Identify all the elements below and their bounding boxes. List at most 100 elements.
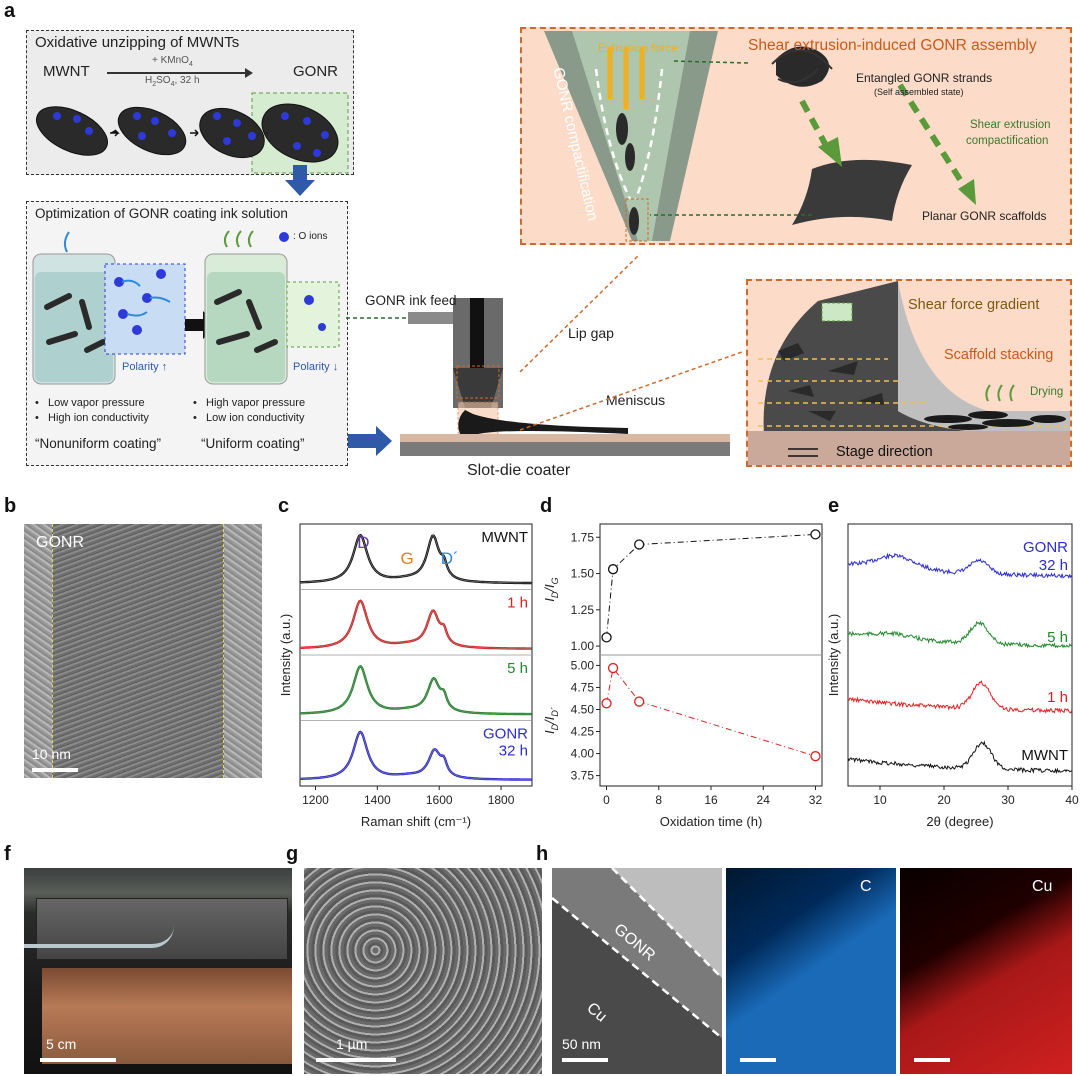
sem-image: 1 µm bbox=[304, 868, 542, 1074]
eds-cu-label: Cu bbox=[1032, 878, 1053, 895]
shear-gradient-label: Shear force gradient bbox=[908, 297, 1040, 313]
ratio-top-point bbox=[810, 529, 821, 540]
right-bullet-1: • High vapor pressure bbox=[193, 397, 306, 409]
raman-xlabel: Raman shift (cm⁻¹) bbox=[361, 814, 471, 829]
arrow-down-head bbox=[285, 180, 315, 196]
ratio-bottom-ytick-label: 4.00 bbox=[571, 747, 595, 761]
xrd-frame bbox=[847, 523, 1073, 787]
stacking-box: Shear force gradient Scaffold stacking D… bbox=[746, 279, 1072, 467]
panel-label-d: d bbox=[540, 495, 553, 517]
arrow-to-coater bbox=[348, 434, 376, 448]
raman-xtick-label: 1400 bbox=[364, 793, 391, 807]
xrd-curve bbox=[847, 552, 1073, 579]
ratio-top-point bbox=[601, 632, 612, 643]
ratio-xtick-label: 8 bbox=[655, 793, 662, 807]
panel-label-e: e bbox=[828, 495, 840, 517]
slot-die-coater bbox=[346, 298, 730, 456]
right-bullet-2: • Low ion conductivity bbox=[193, 412, 305, 424]
shear-compact-2: compactification bbox=[966, 135, 1049, 147]
xrd-xtick-label: 20 bbox=[937, 793, 951, 807]
ratio-bottom-ytick-label: 4.75 bbox=[571, 680, 595, 694]
gonr-label: GONR bbox=[293, 63, 338, 80]
ratio-chart: 1.00 1.25 1.50 1.75 ID/IG 3.75 4.00 4.25 4.50 4.7… bbox=[542, 523, 823, 829]
unzipping-title: Oxidative unzipping of MWNTs bbox=[35, 34, 240, 51]
coater-photo: 5 cm bbox=[24, 868, 292, 1074]
xrd-series-label: 5 h bbox=[1047, 629, 1068, 646]
raman-fit bbox=[300, 665, 532, 715]
xrd-series-label: 32 h bbox=[1039, 557, 1068, 574]
ratio-xtick-label: 24 bbox=[757, 793, 771, 807]
peak-label-g: G bbox=[401, 549, 414, 568]
xrd-curve bbox=[847, 740, 1072, 775]
panel-label-c: c bbox=[278, 495, 290, 517]
tem-gonr-strip bbox=[52, 524, 224, 778]
ratio-bottom-ytick-label: 4.25 bbox=[571, 725, 595, 739]
coater-label: Slot-die coater bbox=[467, 462, 571, 479]
raman-xtick-label: 1800 bbox=[488, 793, 515, 807]
arrow-to-coater-head bbox=[376, 426, 392, 456]
entangled-label: Entangled GONR strands bbox=[856, 71, 993, 85]
ratio-top-ytick-label: 1.50 bbox=[571, 567, 595, 581]
reaction-arrow bbox=[107, 72, 247, 74]
nonuniform-text: “Nonuniform coating” bbox=[35, 436, 162, 451]
raman-series-label: 5 h bbox=[507, 660, 528, 677]
xrd-ylabel: Intensity (a.u.) bbox=[826, 614, 841, 696]
raman-series-label: MWNT bbox=[481, 529, 528, 546]
nanotube-sequence bbox=[36, 92, 349, 174]
reagent-bottom: H2SO4, 32 h bbox=[145, 75, 200, 88]
ratio-xtick-label: 32 bbox=[809, 793, 823, 807]
left-bullet-2: • High ion conductivity bbox=[35, 412, 149, 424]
ratio-xlabel: Oxidation time (h) bbox=[660, 814, 763, 829]
ratio-bottom-point bbox=[810, 751, 821, 762]
shear-box: Shear extrusion-induced GONR assembly Ex… bbox=[520, 27, 1072, 245]
orange-connectors bbox=[519, 253, 743, 431]
raman-fit bbox=[300, 600, 532, 649]
xrd-xtick-label: 30 bbox=[1001, 793, 1015, 807]
ratio-top-point bbox=[607, 564, 619, 575]
meniscus-label: Meniscus bbox=[606, 392, 666, 408]
panel-label-h: h bbox=[536, 843, 549, 865]
lip-gap-label: Lip gap bbox=[568, 325, 614, 341]
ratio-bottom-point bbox=[607, 662, 619, 674]
raman-ylabel: Intensity (a.u.) bbox=[278, 614, 293, 696]
drying-label: Drying bbox=[1030, 386, 1064, 398]
reaction-arrowhead bbox=[245, 68, 253, 78]
ratio-top-ylabel: ID/IG bbox=[542, 577, 560, 601]
scale-text-h: 50 nm bbox=[562, 1036, 601, 1052]
ratio-bottom-ytick-label: 5.00 bbox=[571, 658, 595, 672]
shear-title: Shear extrusion-induced GONR assembly bbox=[748, 37, 1037, 54]
xrd-xtick-label: 10 bbox=[873, 793, 887, 807]
scale-bar-g bbox=[316, 1058, 396, 1062]
scale-bar-h3 bbox=[914, 1058, 950, 1062]
xrd-series-label: 1 h bbox=[1047, 689, 1068, 706]
shear-compact-1: Shear extrusion bbox=[970, 119, 1051, 131]
ink-feed-label: GONR ink feed bbox=[365, 293, 457, 308]
polarity-down: Polarity ↓ bbox=[293, 361, 339, 373]
raman-series-label: 32 h bbox=[499, 743, 528, 760]
scale-text-b: 10 nm bbox=[32, 746, 71, 762]
ratio-top-point bbox=[634, 539, 645, 550]
ratio-bottom-point bbox=[634, 696, 645, 707]
reagent-top: + KMnO4 bbox=[152, 55, 193, 68]
ratio-xtick-label: 0 bbox=[603, 793, 610, 807]
panel-label-b: b bbox=[4, 495, 17, 517]
scaffold-stacking-label: Scaffold stacking bbox=[944, 347, 1054, 363]
stacking-diagram bbox=[748, 281, 1070, 465]
raman-series-label: GONR bbox=[483, 726, 528, 743]
ratio-bottom-ylabel: ID/ID´ bbox=[542, 707, 560, 734]
ink-beakers bbox=[32, 230, 340, 385]
tem-image-gonr: GONR 10 nm bbox=[24, 524, 262, 778]
panel-label-a: a bbox=[4, 0, 16, 22]
mwnt-label: MWNT bbox=[43, 63, 90, 80]
scale-bar-h2 bbox=[740, 1058, 776, 1062]
ratio-bottom-ytick-label: 4.50 bbox=[571, 702, 595, 716]
ratio-top-ytick-label: 1.00 bbox=[571, 639, 595, 653]
o-ions-legend: : O ions bbox=[293, 231, 328, 242]
ratio-bottom-line bbox=[606, 666, 816, 757]
raman-xtick-label: 1200 bbox=[302, 793, 329, 807]
copper-foil bbox=[42, 968, 292, 1064]
scale-text-f: 5 cm bbox=[46, 1036, 77, 1052]
arrow-down bbox=[293, 165, 307, 181]
